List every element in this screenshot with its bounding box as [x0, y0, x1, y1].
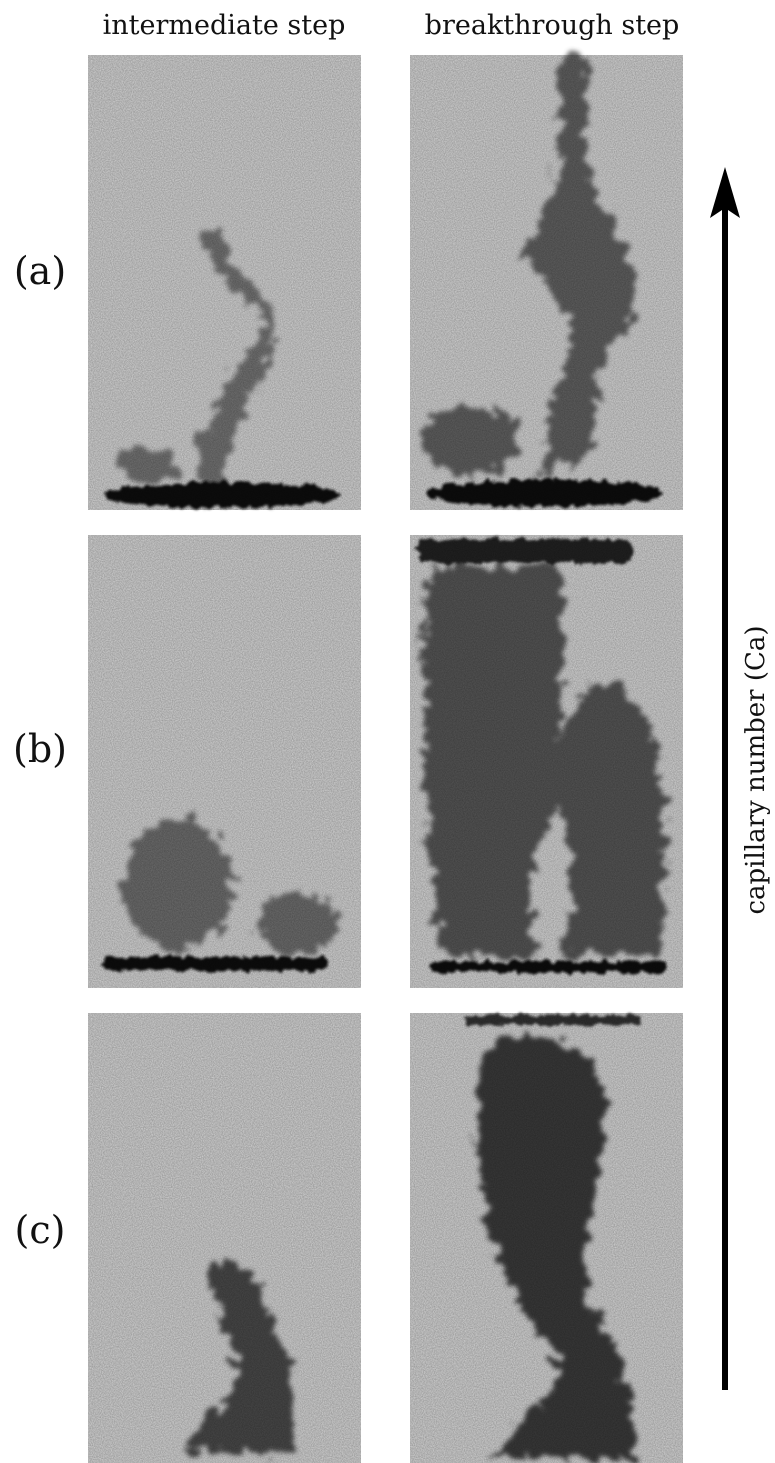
- column-header: breakthrough step: [425, 10, 680, 41]
- image-panel: [410, 1013, 683, 1463]
- arrow-head: [710, 167, 740, 218]
- image-panel: [88, 55, 361, 510]
- row-label: (c): [15, 1208, 66, 1252]
- axis-label: capillary number (Ca): [741, 625, 771, 914]
- row-label: (b): [13, 727, 67, 771]
- image-panel: [88, 535, 361, 988]
- column-header: intermediate step: [103, 10, 346, 41]
- image-panel: [410, 535, 683, 988]
- image-panel: [88, 1013, 361, 1463]
- row-label: (a): [14, 249, 66, 293]
- image-panel: [410, 55, 683, 510]
